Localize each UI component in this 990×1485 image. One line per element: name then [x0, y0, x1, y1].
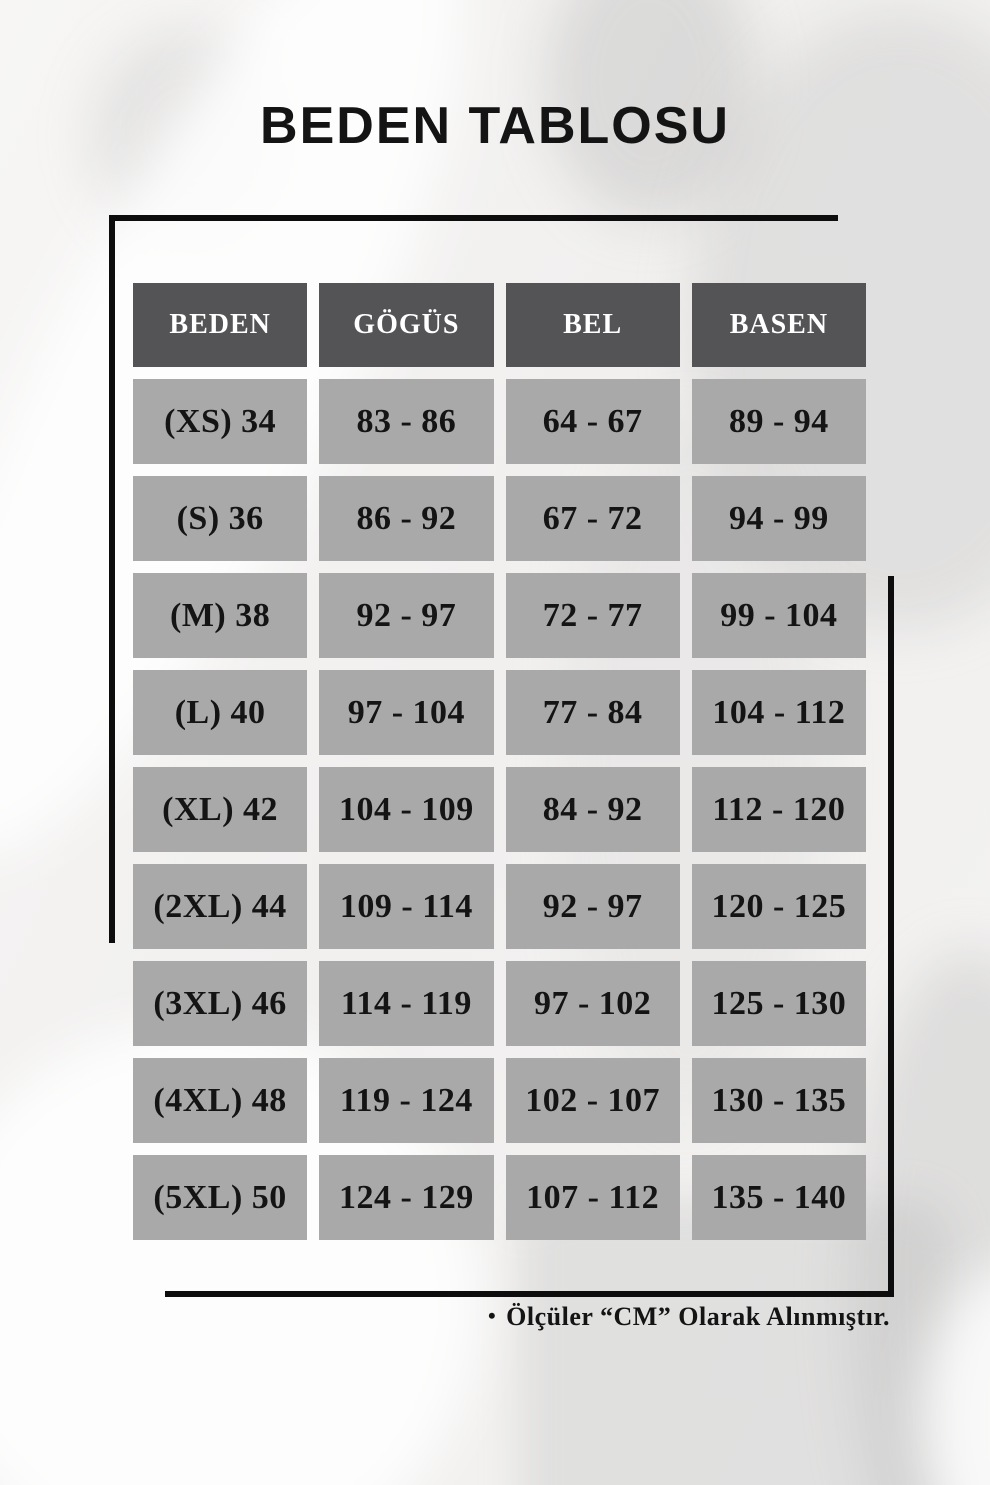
column-header-beden: BEDEN [133, 283, 308, 367]
column-header-gogus: GÖGÜS [319, 283, 494, 367]
table-cell: 130 - 135 [691, 1058, 866, 1143]
table-cell: (5XL) 50 [133, 1155, 308, 1240]
table-cell: (2XL) 44 [133, 864, 308, 949]
table-cell: 97 - 104 [319, 670, 494, 755]
table-cell: 77 - 84 [505, 670, 680, 755]
table-cell: 97 - 102 [505, 961, 680, 1046]
table-cell: 72 - 77 [505, 573, 680, 658]
table-cell: 83 - 86 [319, 379, 494, 464]
table-cell: (XL) 42 [133, 767, 308, 852]
table-cell: 102 - 107 [505, 1058, 680, 1143]
table-cell: 92 - 97 [505, 864, 680, 949]
table-cell: 67 - 72 [505, 476, 680, 561]
table-cell: 64 - 67 [505, 379, 680, 464]
note-bullet: • [487, 1303, 497, 1328]
table-cell: 124 - 129 [319, 1155, 494, 1240]
table-cell: (XS) 34 [133, 379, 308, 464]
note-text: Ölçüler “CM” Olarak Alınmıştır. [506, 1302, 890, 1331]
table-cell: 104 - 109 [319, 767, 494, 852]
table-cell: 86 - 92 [319, 476, 494, 561]
page-title: BEDEN TABLOSU [260, 97, 730, 155]
table-cell: 92 - 97 [319, 573, 494, 658]
column-header-basen: BASEN [691, 283, 866, 367]
size-table: BEDEN GÖGÜS BEL BASEN (XS) 34 83 - 86 64… [133, 283, 866, 1240]
table-cell: 99 - 104 [691, 573, 866, 658]
frame-bottom-right-bracket [165, 576, 894, 1297]
table-cell: 120 - 125 [691, 864, 866, 949]
table-cell: (S) 36 [133, 476, 308, 561]
table-cell: 112 - 120 [691, 767, 866, 852]
table-cell: (M) 38 [133, 573, 308, 658]
table-cell: 114 - 119 [319, 961, 494, 1046]
table-cell: 119 - 124 [319, 1058, 494, 1143]
table-cell: 104 - 112 [691, 670, 866, 755]
table-cell: 94 - 99 [691, 476, 866, 561]
measurement-note: • Ölçüler “CM” Olarak Alınmıştır. [488, 1302, 890, 1332]
table-cell: 84 - 92 [505, 767, 680, 852]
table-cell: 125 - 130 [691, 961, 866, 1046]
column-header-bel: BEL [505, 283, 680, 367]
table-cell: (L) 40 [133, 670, 308, 755]
table-cell: (3XL) 46 [133, 961, 308, 1046]
table-cell: 135 - 140 [691, 1155, 866, 1240]
table-cell: 107 - 112 [505, 1155, 680, 1240]
table-cell: 109 - 114 [319, 864, 494, 949]
table-cell: (4XL) 48 [133, 1058, 308, 1143]
table-cell: 89 - 94 [691, 379, 866, 464]
